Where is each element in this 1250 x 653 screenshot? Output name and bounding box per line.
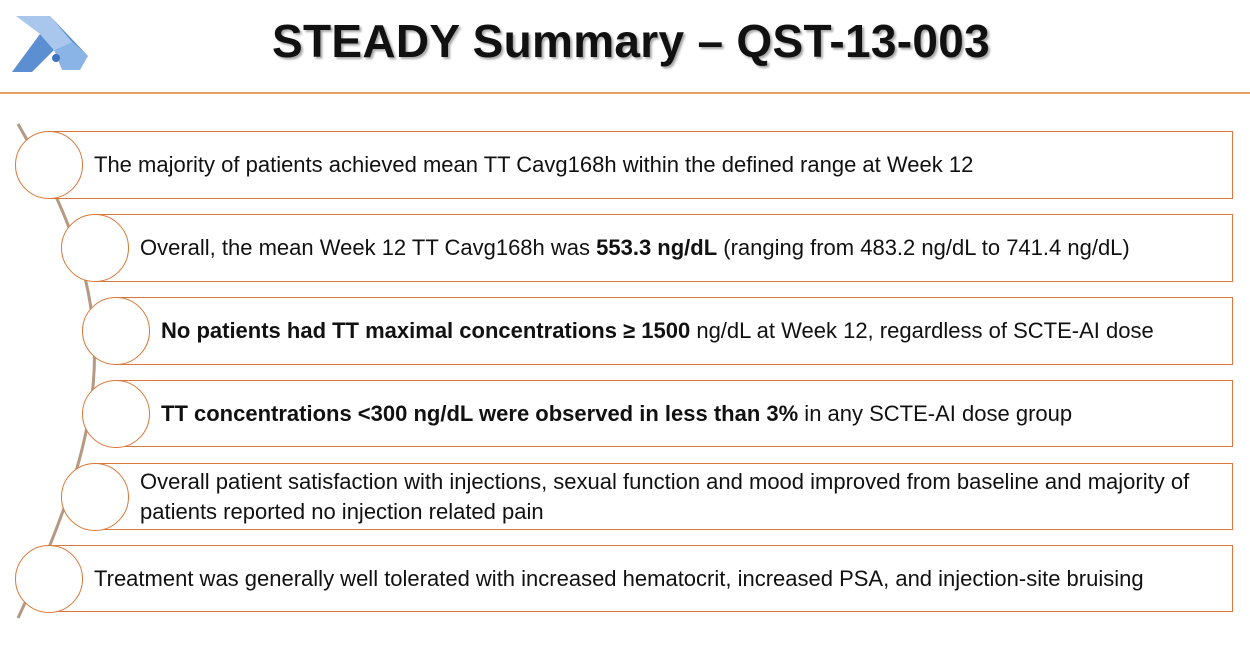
summary-text: TT concentrations <300 ng/dL were observ… <box>161 400 1073 426</box>
summary-item-5: Overall patient satisfaction with inject… <box>94 463 1233 530</box>
page-title: STEADY Summary – QST-13-003 <box>271 15 990 67</box>
bullet-circle <box>15 131 83 199</box>
bullet-circle <box>82 380 150 448</box>
summary-item-1: The majority of patients achieved mean T… <box>48 131 1233 199</box>
header-divider <box>0 92 1250 94</box>
summary-item-3: No patients had TT maximal concentration… <box>115 297 1233 365</box>
company-logo <box>12 16 88 72</box>
summary-text: Treatment was generally well tolerated w… <box>94 565 1144 591</box>
summary-item-4: TT concentrations <300 ng/dL were observ… <box>115 380 1233 447</box>
summary-item-6: Treatment was generally well tolerated w… <box>48 545 1233 612</box>
summary-text: The majority of patients achieved mean T… <box>94 152 974 177</box>
bullet-circle <box>61 214 129 282</box>
bullet-circle <box>82 297 150 365</box>
summary-text: Overall patient satisfaction with inject… <box>140 468 1190 524</box>
summary-item-2: Overall, the mean Week 12 TT Cavg168h wa… <box>94 214 1233 282</box>
bullet-circle <box>15 545 83 613</box>
bullet-circle <box>61 463 129 531</box>
summary-text: Overall, the mean Week 12 TT Cavg168h wa… <box>140 235 1130 260</box>
summary-text: No patients had TT maximal concentration… <box>161 318 1154 343</box>
